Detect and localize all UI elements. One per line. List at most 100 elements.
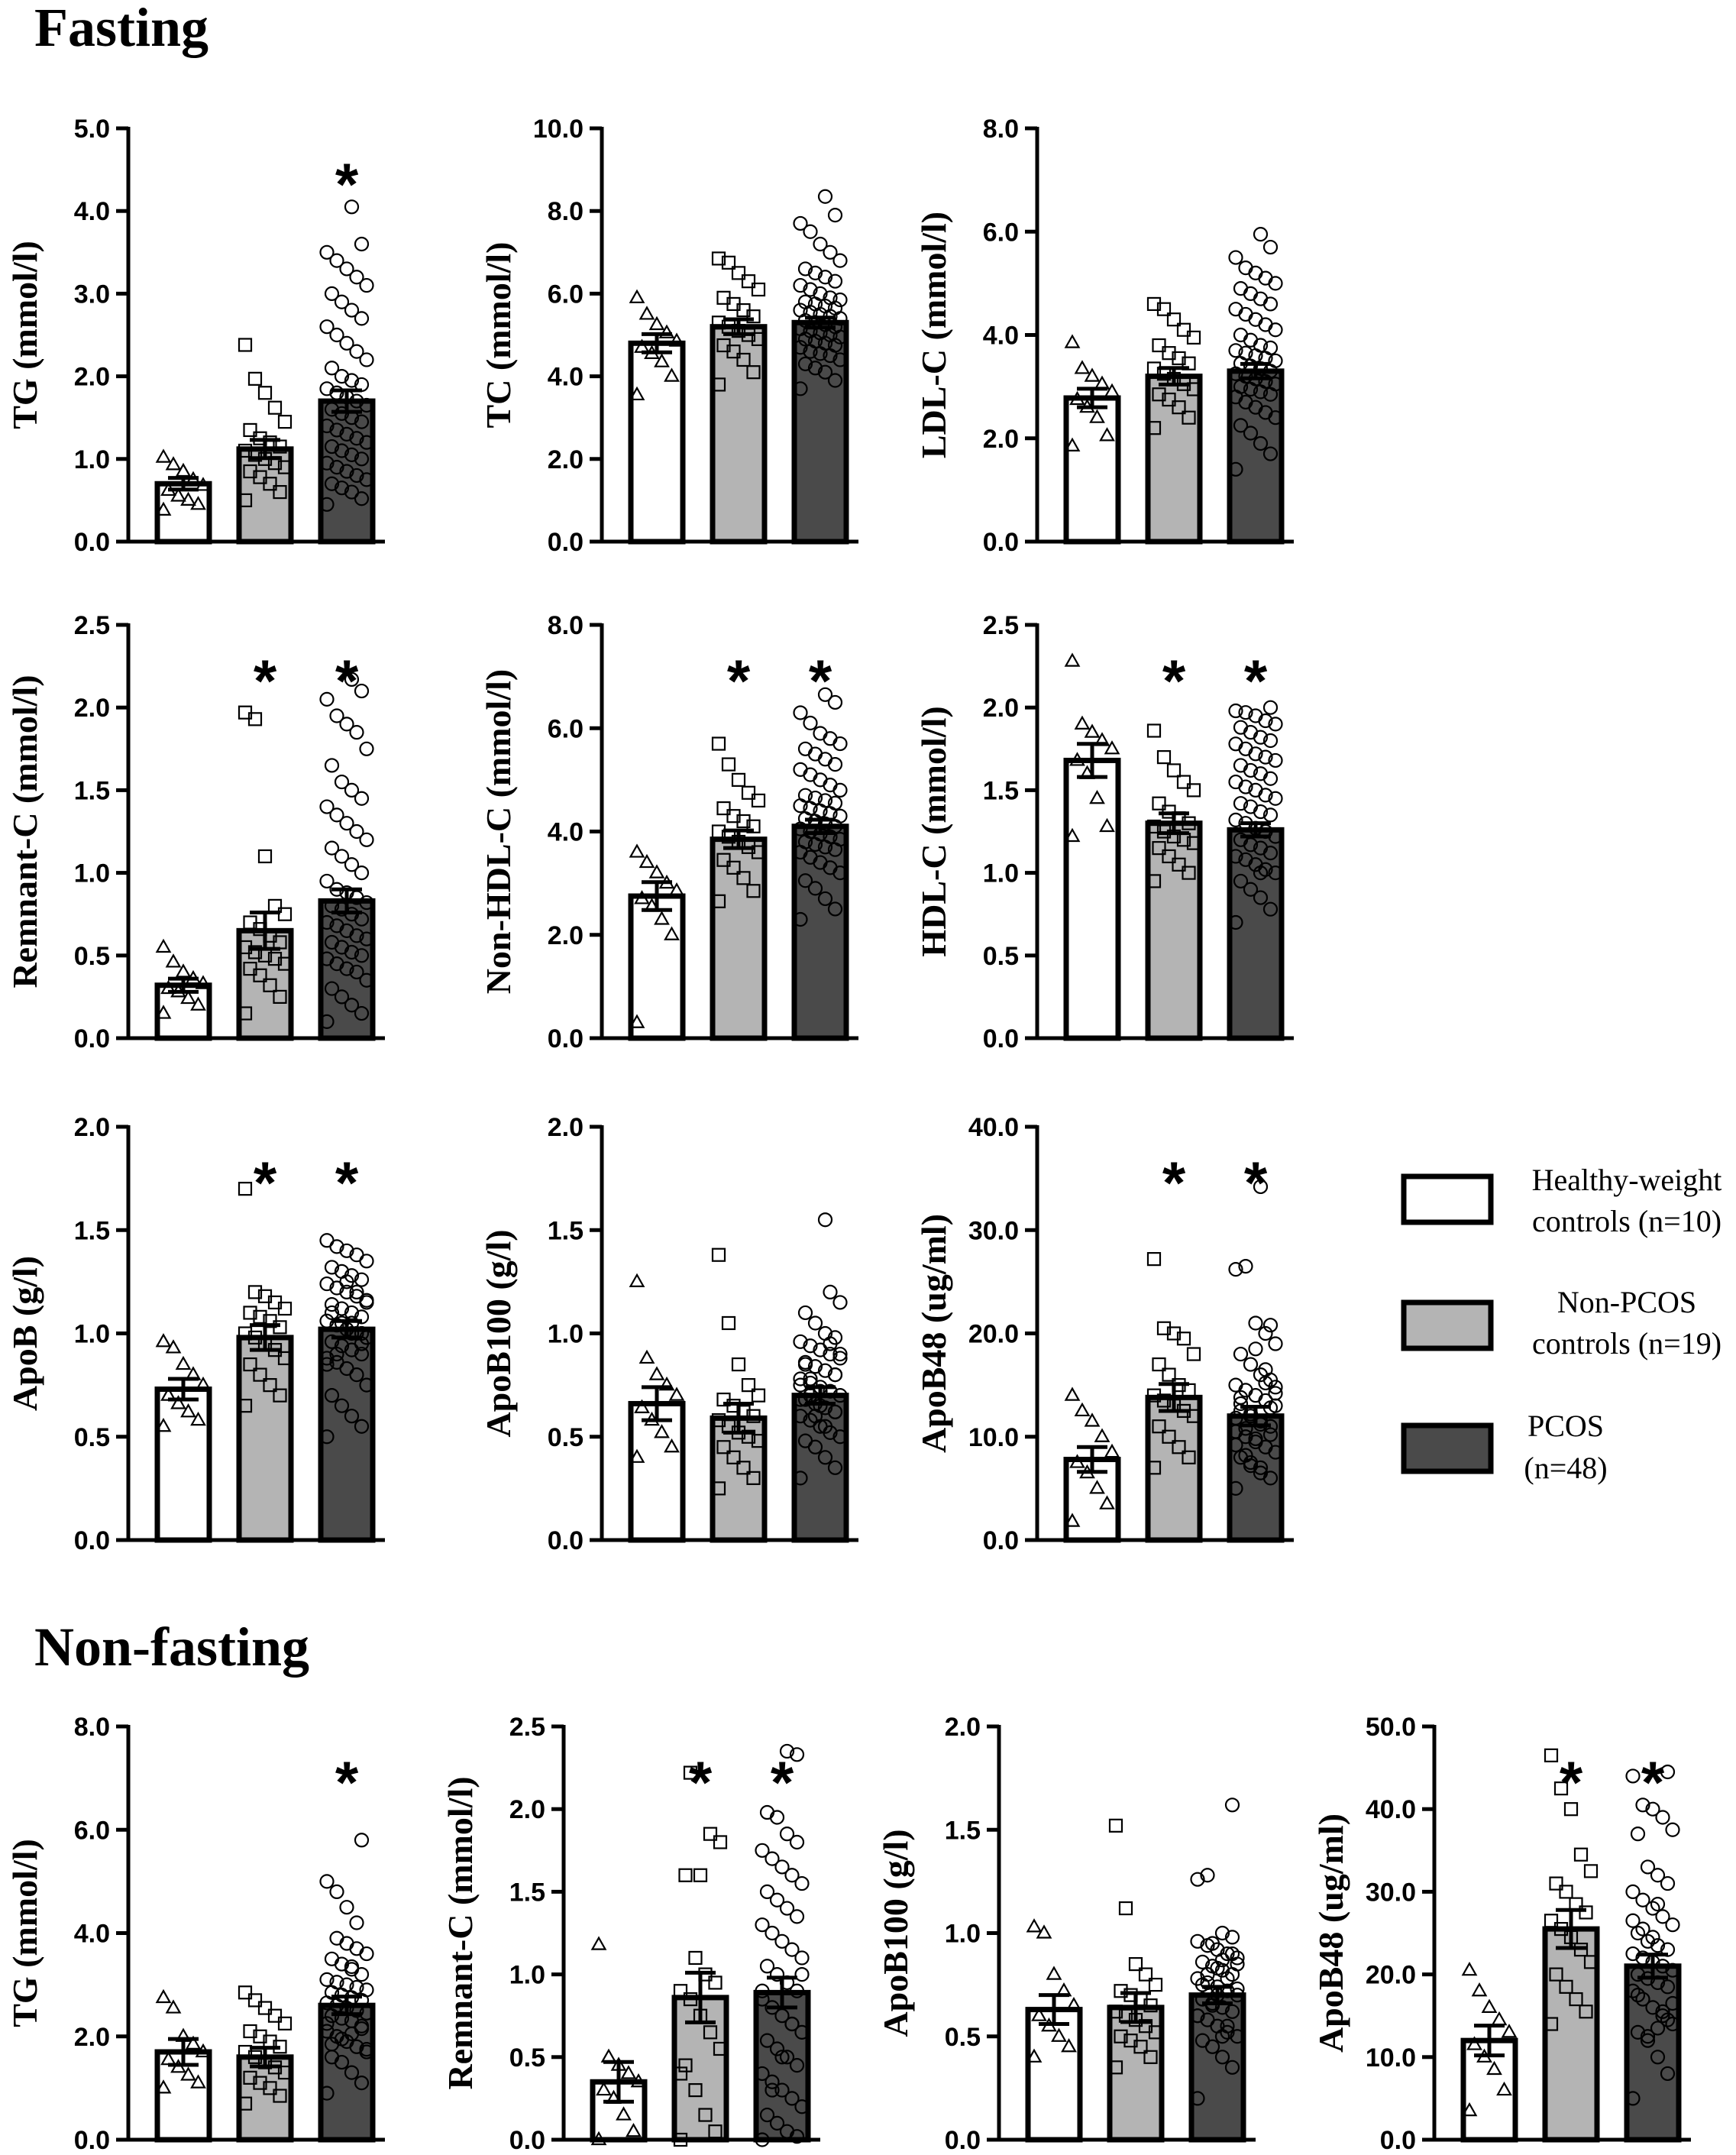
data-point-pc — [823, 244, 838, 260]
data-point-hw — [1104, 740, 1120, 755]
data-point-pc — [1645, 2000, 1660, 2015]
data-point-pc — [1233, 327, 1249, 343]
data-point-pc — [1625, 2091, 1641, 2106]
data-point-pc — [1228, 461, 1243, 477]
data-point-pc — [1214, 2050, 1230, 2065]
data-point-pc — [359, 931, 374, 946]
y-tick-label: 2.0 — [945, 1713, 981, 1742]
y-tick-label: 0.0 — [983, 1024, 1019, 1053]
data-point-np — [708, 1975, 723, 1990]
data-point-hw — [1461, 1961, 1478, 1976]
data-point-pc — [349, 1915, 364, 1930]
data-point-pc — [319, 691, 335, 707]
data-point-pc — [759, 2033, 775, 2048]
data-point-pc — [774, 1933, 790, 1949]
data-point-np — [238, 493, 253, 508]
data-point-pc — [1214, 1953, 1230, 1968]
significance-star-np: * — [1162, 1149, 1186, 1216]
data-point-pc — [1233, 418, 1249, 433]
data-point-hw — [1491, 2011, 1508, 2026]
data-point-pc — [827, 208, 843, 223]
data-point-pc — [334, 774, 350, 790]
data-point-pc — [319, 2016, 335, 2031]
y-tick-label: 0.0 — [945, 2126, 981, 2155]
data-point-pc — [1228, 1262, 1243, 1277]
data-point-np — [1172, 857, 1186, 872]
data-point-pc — [334, 989, 350, 1005]
data-point-pc — [784, 2091, 800, 2106]
data-point-pc — [329, 807, 344, 823]
y-tick-label: 1.0 — [983, 859, 1019, 888]
data-point-pc — [797, 1305, 813, 1321]
data-point-pc — [344, 484, 360, 500]
data-point-np — [1143, 2050, 1158, 2064]
data-point-np — [713, 2041, 728, 2056]
data-point-np — [1114, 1984, 1128, 1998]
data-point-np — [1544, 1914, 1559, 1928]
y-tick-label: 4.0 — [548, 818, 584, 847]
data-point-pc — [1248, 265, 1263, 280]
data-point-pc — [1228, 849, 1243, 864]
data-point-hw — [1089, 409, 1105, 423]
chart-panel-fasting-hdl-c-mmol-l: 0.0 0.5 1.0 1.5 2.0 2.5 HDL-C (mmol/l) * * — [914, 611, 1294, 1053]
data-point-pc — [1650, 1868, 1666, 1883]
data-point-np — [1156, 750, 1172, 765]
data-point-hw — [1501, 2024, 1518, 2038]
data-point-pc — [1640, 2033, 1656, 2048]
data-point-pc — [789, 1834, 805, 1850]
data-point-pc — [1228, 302, 1243, 317]
data-point-hw — [654, 911, 670, 925]
data-point-hw — [175, 1355, 192, 1370]
data-point-pc — [803, 1412, 818, 1428]
data-point-pc — [1253, 1465, 1269, 1480]
data-point-pc — [1253, 291, 1269, 306]
data-point-pc — [339, 426, 354, 442]
data-point-pc — [354, 948, 370, 963]
y-tick-label: 10.0 — [533, 115, 584, 144]
data-point-pc — [793, 705, 808, 720]
data-point-pc — [354, 311, 370, 326]
data-point-pc — [823, 778, 838, 793]
data-point-pc — [794, 2099, 810, 2115]
data-point-np — [1156, 302, 1172, 316]
data-point-pc — [329, 327, 344, 343]
data-point-np — [238, 1006, 253, 1021]
data-point-pc — [349, 393, 364, 409]
data-point-pc — [817, 687, 833, 702]
data-point-pc — [1233, 1396, 1249, 1412]
data-point-pc — [319, 1429, 335, 1445]
data-point-np — [277, 1351, 293, 1366]
data-point-np — [1152, 1419, 1166, 1434]
data-point-np — [1186, 1409, 1201, 1423]
data-point-np — [1176, 322, 1191, 337]
data-point-pc — [1248, 1388, 1263, 1403]
data-point-hw — [170, 1395, 186, 1409]
data-point-np — [1146, 296, 1162, 312]
data-point-np — [1152, 841, 1166, 856]
data-point-pc — [1645, 1801, 1660, 1817]
data-point-np — [1138, 1967, 1153, 1982]
data-point-pc — [344, 303, 360, 318]
data-point-pc — [817, 1212, 833, 1228]
data-point-hw — [668, 332, 685, 347]
y-tick-label: 0.0 — [1380, 2126, 1416, 2155]
data-point-np — [277, 2016, 293, 2030]
data-point-pc — [354, 683, 370, 699]
y-tick-label: 1.0 — [548, 1320, 584, 1349]
y-tick-label: 2.5 — [983, 611, 1019, 640]
data-point-np — [267, 400, 283, 415]
data-point-pc — [334, 481, 350, 496]
data-point-pc — [1262, 296, 1279, 312]
y-tick-label: 2.0 — [74, 2023, 110, 2052]
data-point-np — [1182, 410, 1196, 425]
data-point-pc — [1268, 353, 1283, 368]
significance-star-np: * — [1560, 1749, 1583, 1816]
data-point-pc — [1190, 1933, 1205, 1949]
data-point-hw — [1069, 1454, 1085, 1468]
data-point-np — [716, 1392, 731, 1407]
data-point-pc — [324, 1260, 340, 1275]
data-point-np — [1583, 1955, 1599, 1969]
data-point-pc — [359, 472, 374, 487]
data-point-hw — [596, 2081, 612, 2096]
data-point-np — [711, 1413, 726, 1428]
